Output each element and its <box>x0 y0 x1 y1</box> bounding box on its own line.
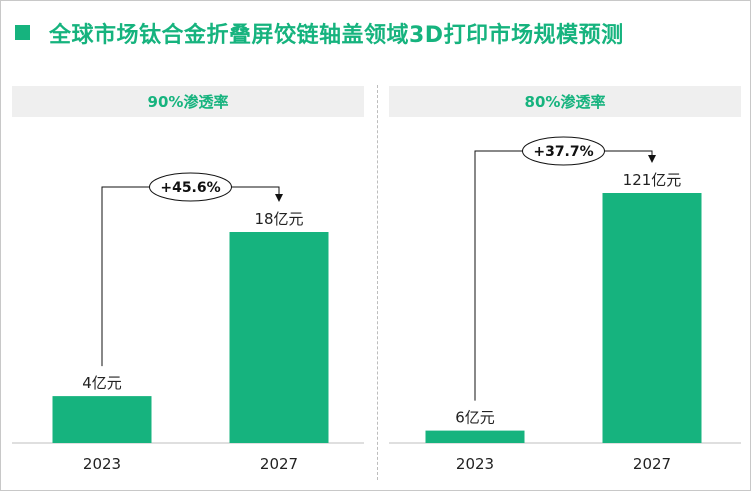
right-tick-label-2027: 2027 <box>633 455 671 473</box>
left-tick-label-2027: 2027 <box>260 455 298 473</box>
chart-title: 全球市场钛合金折叠屏饺链轴盖领域3D打印市场规模预测 <box>49 23 624 48</box>
right-tick-label-2023: 2023 <box>456 455 494 473</box>
right-bar-2023 <box>425 430 525 443</box>
left-data-label-2027: 18亿元 <box>254 210 303 228</box>
right-bar-2027 <box>602 193 702 443</box>
right-data-label-2023: 6亿元 <box>455 409 495 427</box>
left-growth-badge <box>149 172 232 202</box>
right-panel-subtitle: 80%渗透率 <box>389 86 741 117</box>
left-data-label-2023: 4亿元 <box>82 374 122 392</box>
left-tick-label-2023: 2023 <box>83 455 121 473</box>
right-data-label-2027: 121亿元 <box>623 171 682 189</box>
title-marker-icon <box>15 25 30 40</box>
left-growth-label: +45.6% <box>160 180 220 196</box>
right-growth-label: +37.7% <box>533 144 593 160</box>
left-panel-subtitle: 90%渗透率 <box>12 86 364 117</box>
left-bar-2027 <box>229 232 329 443</box>
left-bar-2023 <box>52 396 152 443</box>
right-growth-badge <box>522 136 605 166</box>
panel-divider <box>377 85 378 480</box>
